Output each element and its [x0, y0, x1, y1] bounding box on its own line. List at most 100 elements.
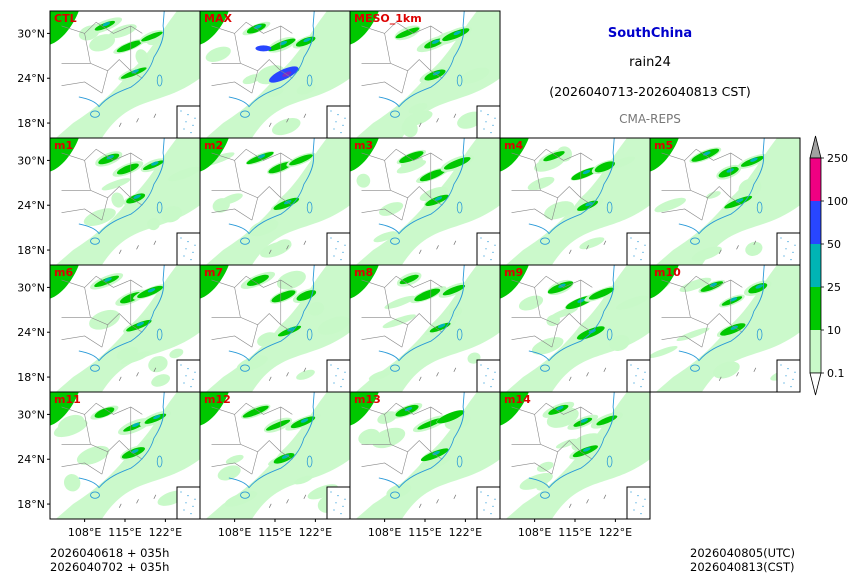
scs-island: [637, 368, 639, 370]
scs-island: [492, 124, 494, 126]
taiwan-island: [306, 328, 313, 341]
rain-band-core: [395, 27, 420, 39]
hainan-island: [390, 364, 400, 372]
scs-inset: [326, 359, 350, 392]
rain-area-northwest: [500, 265, 529, 299]
scs-island: [642, 505, 644, 507]
scs-island: [185, 248, 187, 250]
coastline: [228, 11, 315, 108]
scs-inset: [176, 486, 200, 519]
rain-band-25: [431, 39, 440, 44]
province-borders: [211, 275, 293, 348]
rain-patch-light: [738, 178, 762, 198]
scs-island: [187, 114, 189, 116]
scs-island: [330, 364, 332, 366]
lon-tick-label: 115°E: [558, 526, 591, 539]
island-dash: [136, 118, 139, 123]
scs-island: [480, 237, 482, 239]
panel-m9: m9: [499, 264, 651, 393]
rain-patch-light: [260, 240, 292, 258]
scs-island: [794, 371, 796, 373]
island-dash: [753, 367, 757, 372]
panel-map: [200, 265, 350, 392]
coastline: [228, 392, 315, 489]
island-dash: [118, 249, 122, 254]
scs-island: [183, 382, 185, 384]
scs-island: [483, 255, 485, 257]
rain-patch-light: [679, 277, 712, 292]
rain-band-core: [296, 290, 317, 301]
rain-area-northwest: [650, 138, 679, 172]
scs-island: [342, 124, 344, 126]
rain-area-northwest: [200, 138, 229, 172]
rain-band-25: [279, 41, 288, 46]
hainan-island: [390, 237, 400, 245]
panel-label: m2: [204, 139, 223, 152]
coastline: [678, 265, 765, 362]
rain-band-25: [106, 155, 114, 160]
island-dash: [453, 113, 457, 118]
lon-tick-label: 108°E: [68, 526, 101, 539]
province-borders: [211, 148, 293, 221]
rain-area-northwest: [350, 392, 379, 426]
rain-patch-light: [536, 482, 549, 491]
rain-band-25: [104, 277, 112, 282]
panel-label: m13: [354, 393, 381, 406]
scs-island: [190, 513, 192, 515]
scs-island: [783, 255, 785, 257]
rain-patch-light: [224, 491, 258, 507]
panel-map: [500, 138, 650, 265]
scs-island: [340, 259, 342, 261]
province-borders: [361, 21, 443, 94]
island-dash: [118, 503, 122, 508]
scs-island: [333, 509, 335, 511]
rain-patch-light: [373, 231, 398, 243]
scs-island: [194, 371, 196, 373]
rain-band-core: [289, 154, 313, 166]
island-dash: [268, 122, 272, 127]
province-borders: [511, 275, 593, 348]
panel-m7: m7: [199, 264, 351, 393]
rain-patch-light: [276, 270, 306, 290]
panel-map: [50, 392, 200, 519]
coastline: [378, 265, 465, 362]
rain-patch-light: [519, 473, 553, 490]
rain-patch-light: [609, 334, 630, 351]
hainan-island: [390, 491, 400, 499]
scs-island: [640, 386, 642, 388]
island-dash: [436, 499, 439, 504]
panel-map: [50, 11, 200, 138]
lon-tick-label: 122°E: [149, 526, 182, 539]
colorbar-segment: [810, 244, 821, 287]
scs-island: [490, 132, 492, 134]
island-dash: [753, 240, 757, 245]
rain-patch-light: [83, 208, 116, 226]
rain-patch-light: [371, 427, 406, 449]
lon-tick-label: 108°E: [518, 526, 551, 539]
island-dash: [718, 249, 722, 254]
rain-patch-light: [296, 369, 315, 380]
rain-band-25: [151, 161, 159, 166]
rain-patch-light: [691, 246, 722, 262]
scs-island: [642, 251, 644, 253]
scs-island: [494, 371, 496, 373]
scs-island: [780, 237, 782, 239]
panel-m6: m6: [49, 264, 201, 393]
panel-map: [350, 138, 500, 265]
scs-island: [630, 491, 632, 493]
island-dash: [568, 503, 572, 508]
panel-map: [650, 265, 800, 392]
panel-m2: m2: [199, 137, 351, 266]
scs-island: [494, 117, 496, 119]
province-borders: [361, 148, 443, 221]
scs-inset: [176, 105, 200, 138]
scs-island: [635, 502, 637, 504]
scs-island: [337, 241, 339, 243]
lon-tick-label: 122°E: [449, 526, 482, 539]
scs-island: [487, 241, 489, 243]
rain-patch-light: [225, 454, 244, 465]
rain-patch-light: [650, 346, 678, 358]
island-dash: [153, 494, 157, 499]
panel-m4: m4: [499, 137, 651, 266]
lat-tick-label: 24°N: [17, 72, 45, 85]
